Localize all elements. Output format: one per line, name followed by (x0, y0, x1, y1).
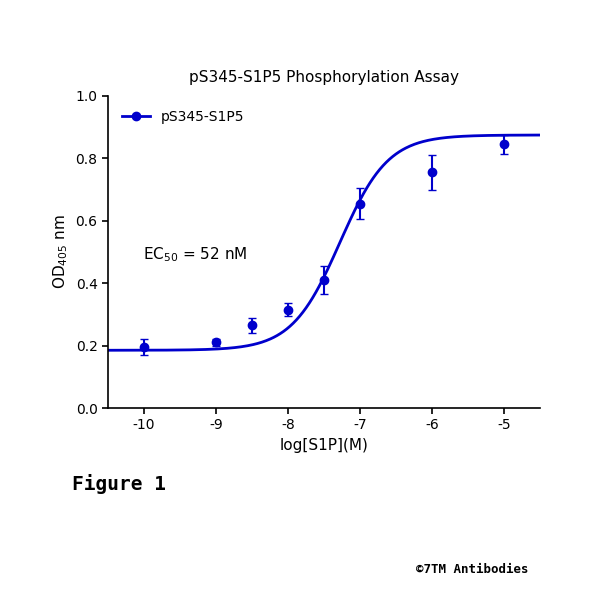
Legend: pS345-S1P5: pS345-S1P5 (115, 103, 251, 131)
Y-axis label: OD$_{405}$ nm: OD$_{405}$ nm (52, 215, 70, 289)
Text: ©7TM Antibodies: ©7TM Antibodies (415, 563, 528, 576)
X-axis label: log[S1P](M): log[S1P](M) (280, 438, 368, 453)
Text: EC$_{50}$ = 52 nM: EC$_{50}$ = 52 nM (143, 246, 247, 265)
Title: pS345-S1P5 Phosphorylation Assay: pS345-S1P5 Phosphorylation Assay (189, 70, 459, 85)
Text: Figure 1: Figure 1 (72, 474, 166, 494)
